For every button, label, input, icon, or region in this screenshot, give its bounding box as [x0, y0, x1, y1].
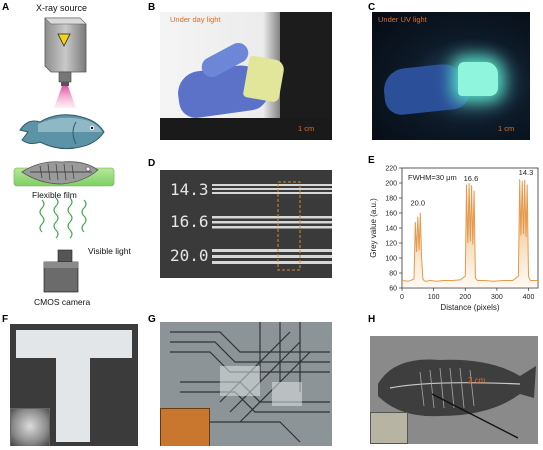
- x-tick-label: 0: [400, 294, 404, 301]
- daylight-caption: Under day light: [170, 15, 221, 24]
- y-tick-label: 60: [389, 286, 397, 293]
- y-tick-label: 140: [385, 226, 397, 233]
- scale-bar-label-c: 1 cm: [498, 124, 515, 133]
- t-shape-stem: [56, 358, 90, 442]
- x-axis-label: Distance (pixels): [440, 303, 499, 312]
- y-tick-label: 80: [389, 271, 397, 278]
- radiation-warning-icon: [57, 33, 71, 47]
- panel-a-schematic: X-ray source: [0, 0, 140, 312]
- x-tick-label: 300: [491, 294, 503, 301]
- peak-label: 16.6: [464, 174, 479, 183]
- visible-light-label: Visible light: [88, 246, 131, 256]
- flexible-film-illustration: [13, 161, 115, 187]
- roi-box: [277, 181, 301, 271]
- panel-label-a: A: [2, 2, 10, 13]
- peak-label: 20.0: [411, 199, 426, 208]
- y-tick-label: 120: [385, 241, 397, 248]
- panel-d-resolution-image: 14.3 16.6 20.0: [160, 170, 332, 278]
- flexible-film-label: Flexible film: [32, 190, 77, 200]
- fish-illustration: [19, 114, 105, 150]
- y-tick-label: 180: [385, 196, 397, 203]
- xray-source-label: X-ray source: [36, 3, 88, 13]
- visible-light-waves: [39, 197, 87, 239]
- panel-b-photo: Under day light 1 cm: [160, 12, 332, 140]
- inset-photo-g: [160, 408, 210, 446]
- cmos-camera-label: CMOS camera: [34, 297, 91, 307]
- y-tick-label: 220: [385, 166, 397, 173]
- yellow-film: [242, 55, 286, 103]
- y-tick-label: 200: [385, 181, 397, 188]
- x-tick-label: 400: [523, 294, 535, 301]
- y-axis-label: Grey value (a.u.): [369, 198, 378, 258]
- panel-label-c: C: [368, 2, 376, 13]
- profile-line: [401, 179, 538, 282]
- panel-label-h: H: [368, 314, 376, 325]
- panel-label-f: F: [2, 314, 9, 325]
- panel-c-photo: Under UV light 1 cm: [372, 12, 530, 140]
- xray-beam: [54, 86, 76, 108]
- panel-f-photo: [10, 324, 138, 446]
- cmos-camera-illustration: [43, 249, 79, 293]
- panel-e-chart: 0 100 200 300 400 60 80 100 120 140 160 180 200 220 FW…: [369, 166, 539, 312]
- xray-source-box: [44, 17, 87, 86]
- y-tick-label: 100: [385, 256, 397, 263]
- fwhm-annotation: FWHM=30 μm: [408, 173, 457, 182]
- glowing-film: [458, 62, 498, 96]
- panel-label-d: D: [148, 158, 156, 169]
- panel-g-xray-image: [160, 322, 332, 446]
- y-tick-label: 160: [385, 211, 397, 218]
- t-shape-top: [16, 330, 132, 358]
- uv-caption: Under UV light: [378, 15, 427, 24]
- peak-label: 14.3: [519, 168, 534, 177]
- schematic-drawing: [13, 17, 115, 293]
- row-label-1: 14.3: [170, 180, 209, 199]
- fish-annotation: 2 cm: [468, 376, 486, 385]
- inset-photo-f: [10, 408, 50, 446]
- panel-label-e: E: [368, 155, 375, 166]
- x-tick-label: 100: [428, 294, 440, 301]
- panel-label-b: B: [148, 2, 156, 13]
- scale-bar-label-b: 1 cm: [298, 124, 315, 133]
- x-tick-label: 200: [459, 294, 471, 301]
- panel-label-g: G: [148, 314, 156, 325]
- inset-photo-h: [370, 412, 408, 444]
- row-label-3: 20.0: [170, 246, 209, 265]
- row-label-2: 16.6: [170, 212, 209, 231]
- panel-h-xray-image: 2 cm: [370, 336, 538, 444]
